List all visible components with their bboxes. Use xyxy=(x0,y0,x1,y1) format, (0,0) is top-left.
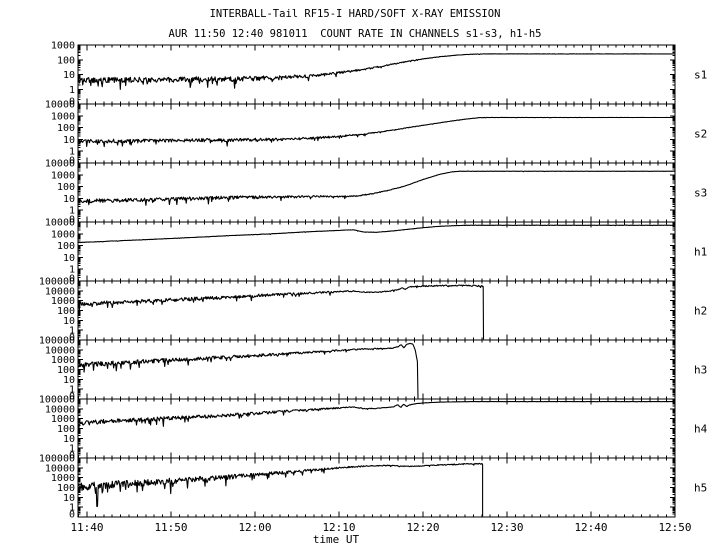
series-curve-h1 xyxy=(77,224,675,244)
y-tick-label: 1 xyxy=(69,326,75,337)
y-tick-label: 10 xyxy=(63,316,75,327)
y-tick-label: 0 xyxy=(69,156,75,167)
y-tick-label: 100 xyxy=(57,182,75,193)
series-curve-h3 xyxy=(77,342,419,399)
y-tick-label: 1000 xyxy=(51,111,75,122)
series-curve-s2 xyxy=(77,116,675,148)
y-tick-label: 10000 xyxy=(45,218,75,229)
chart-title: INTERBALL-Tail RF15-I HARD/SOFT X-RAY EM… xyxy=(209,8,501,20)
y-tick-label: 100 xyxy=(57,365,75,376)
x-tick-label: 12:20 xyxy=(406,521,439,534)
channel-label-s1: s1 xyxy=(694,69,707,82)
y-tick-label: 0 xyxy=(69,392,75,403)
y-tick-label: 1000 xyxy=(51,473,75,484)
channel-label-s3: s3 xyxy=(694,187,707,200)
y-tick-label: 100 xyxy=(57,241,75,252)
panel-frame-s2 xyxy=(77,103,676,164)
y-tick-label: 10 xyxy=(63,434,75,445)
y-tick-label: 0 xyxy=(69,451,75,462)
y-tick-label: 100000 xyxy=(39,395,75,406)
y-tick-label: 100000 xyxy=(39,336,75,347)
y-tick-label: 10 xyxy=(63,70,75,81)
y-tick-label: 1 xyxy=(69,503,75,514)
y-tick-label: 10000 xyxy=(45,345,75,356)
series-curve-s3 xyxy=(77,170,675,206)
x-tick-label: 12:50 xyxy=(658,521,691,534)
y-tick-label: 100 xyxy=(57,55,75,66)
y-tick-label: 1 xyxy=(69,147,75,158)
y-tick-label: 1000 xyxy=(51,41,75,52)
series-curve-h4 xyxy=(77,400,675,431)
y-tick-label: 1 xyxy=(69,265,75,276)
x-tick-label: 12:40 xyxy=(574,521,607,534)
y-tick-label: 10 xyxy=(63,375,75,386)
y-tick-label: 1 xyxy=(69,206,75,217)
y-tick-label: 1 xyxy=(69,85,75,96)
y-tick-label: 1 xyxy=(69,444,75,455)
y-tick-label: 0 xyxy=(69,510,75,521)
y-tick-label: 10000 xyxy=(45,159,75,170)
x-tick-label: 11:40 xyxy=(70,521,103,534)
x-tick-label: 12:10 xyxy=(322,521,355,534)
y-tick-label: 0 xyxy=(69,215,75,226)
y-tick-label: 1000 xyxy=(51,355,75,366)
x-tick-label: 12:30 xyxy=(490,521,523,534)
y-tick-label: 10 xyxy=(63,135,75,146)
panel-frame-h4 xyxy=(77,398,676,459)
y-tick-label: 1 xyxy=(69,385,75,396)
chart-subtitle: AUR 11:50 12:40 981011 COUNT RATE IN CHA… xyxy=(168,28,542,40)
channel-label-h3: h3 xyxy=(694,364,707,377)
y-tick-label: 10000 xyxy=(45,463,75,474)
y-tick-label: 100 xyxy=(57,424,75,435)
x-tick-label: 11:50 xyxy=(154,521,187,534)
panel-frame-h5 xyxy=(77,457,676,518)
channel-label-h1: h1 xyxy=(694,246,707,259)
y-tick-label: 100 xyxy=(57,483,75,494)
y-tick-label: 100000 xyxy=(39,454,75,465)
y-tick-label: 100000 xyxy=(39,277,75,288)
y-tick-label: 10000 xyxy=(45,100,75,111)
channel-label-h5: h5 xyxy=(694,482,707,495)
y-tick-label: 100 xyxy=(57,123,75,134)
y-tick-label: 1000 xyxy=(51,414,75,425)
series-curve-s1 xyxy=(77,53,675,90)
y-tick-label: 1000 xyxy=(51,296,75,307)
y-tick-label: 0 xyxy=(69,333,75,344)
channel-label-h2: h2 xyxy=(694,305,707,318)
y-tick-label: 10000 xyxy=(45,286,75,297)
y-tick-label: 10 xyxy=(63,493,75,504)
y-tick-label: 1000 xyxy=(51,170,75,181)
y-tick-label: 10 xyxy=(63,253,75,264)
y-tick-label: 100 xyxy=(57,306,75,317)
y-tick-label: 1000 xyxy=(51,229,75,240)
channel-label-s2: s2 xyxy=(694,128,707,141)
channel-label-h4: h4 xyxy=(694,423,708,436)
series-curve-h5 xyxy=(77,462,484,517)
y-tick-label: 10000 xyxy=(45,404,75,415)
panel-frame-h2 xyxy=(77,280,676,341)
y-tick-label: 10 xyxy=(63,194,75,205)
y-tick-label: 0 xyxy=(69,97,75,108)
x-tick-label: 12:00 xyxy=(238,521,271,534)
series-curve-h2 xyxy=(77,284,485,340)
panel-frame-h1 xyxy=(77,221,676,282)
y-tick-label: 0 xyxy=(69,274,75,285)
x-axis-title: time UT xyxy=(312,533,360,546)
